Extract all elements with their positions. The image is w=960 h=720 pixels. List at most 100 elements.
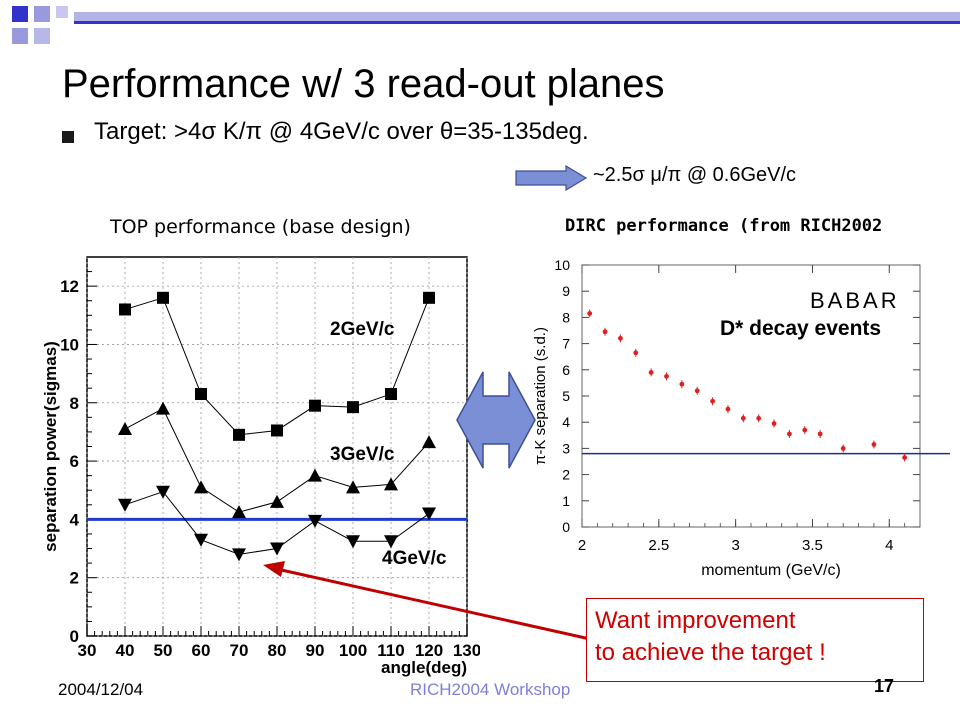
data-point-square (423, 291, 435, 304)
title-bar (74, 12, 960, 21)
y-tick-label: 7 (562, 336, 570, 352)
deco-square-light (34, 6, 50, 22)
y-tick-label: 0 (562, 519, 570, 535)
babar-logo: BABAR (810, 288, 900, 313)
data-point-triangle-down (346, 535, 360, 549)
data-point-square (233, 428, 245, 441)
x-tick-label: 130 (453, 641, 480, 660)
annotation-text: D* decay events (720, 317, 881, 340)
x-tick-label: 3.5 (802, 537, 823, 554)
right-chart-title: DIRC performance (from RICH2002 (565, 216, 883, 236)
series-label: 2GeV/c (330, 319, 395, 340)
right-arrow-icon (515, 165, 588, 191)
x-tick-label: 120 (415, 641, 443, 660)
data-point-triangle-up (346, 480, 360, 494)
slide-title: Performance w/ 3 read-out planes (62, 62, 665, 106)
x-tick-label: 100 (339, 641, 367, 660)
data-point-triangle-up (232, 505, 246, 519)
data-point (725, 406, 731, 412)
y-tick-label: 2 (562, 467, 570, 483)
y-tick-label: 10 (60, 335, 79, 354)
y-tick-label: 5 (562, 388, 570, 404)
deco-square-light (34, 28, 50, 44)
y-tick-label: 4 (562, 414, 570, 430)
data-point-triangle-down (270, 542, 284, 556)
data-point-triangle-down (308, 514, 322, 528)
callout-line: to achieve the target ! (595, 639, 826, 666)
data-point (871, 442, 877, 447)
data-point (840, 446, 846, 451)
x-tick-label: 40 (116, 641, 135, 660)
dirc-performance-chart: 2 2.5 3 3.5 4 0 1 2 3 4 5 6 7 8 9 10 momentum (GeV/c) π-K… (532, 257, 950, 579)
x-tick-label: 4 (885, 537, 893, 554)
data-point-triangle-down (118, 498, 132, 512)
plot-frame (581, 264, 921, 528)
x-tick-label: 2.5 (648, 537, 669, 554)
series-label: 4GeV/c (382, 548, 447, 569)
y-tick-label: 6 (562, 362, 570, 378)
x-tick-label: 60 (192, 641, 211, 660)
pointer-arrow-icon (263, 561, 591, 641)
x-tick-label: 50 (154, 641, 173, 660)
data-point-square (347, 401, 359, 414)
data-point (587, 311, 593, 316)
data-point-triangle-up (156, 401, 170, 415)
data-point (802, 427, 808, 433)
y-tick-label: 2 (70, 569, 79, 588)
x-tick-label: 30 (78, 641, 97, 660)
data-point (679, 381, 685, 387)
data-point-triangle-down (194, 533, 208, 547)
footer-event: RICH2004 Workshop (410, 680, 571, 699)
y-axis-label: separation power(sigmas) (41, 341, 60, 552)
data-point-triangle-up (118, 422, 132, 436)
x-tick-label: 70 (230, 641, 249, 660)
title-bar-dark (74, 21, 960, 24)
y-tick-label: 8 (70, 394, 79, 413)
x-tick-label: 2 (578, 537, 586, 554)
data-point-square (385, 388, 397, 401)
y-tick-label: 10 (554, 257, 570, 273)
data-point (618, 335, 623, 341)
x-tick-label: 80 (268, 641, 287, 660)
data-point (817, 431, 823, 437)
data-point-triangle-up (308, 468, 322, 482)
top-performance-chart: 30 40 50 60 70 80 90 100 110 120 130 0 2 4 6 8 10 12 angle… (41, 256, 480, 677)
callout-box: Want improvement to achieve the target ! (586, 598, 924, 682)
data-point (664, 373, 669, 379)
data-point (602, 329, 608, 335)
data-point-triangle-up (194, 480, 208, 494)
data-point-square (119, 303, 131, 316)
deco-square-light (12, 28, 28, 44)
data-point-square (157, 291, 169, 304)
data-point (648, 370, 654, 375)
left-chart-title: TOP performance (base design) (110, 216, 411, 238)
y-tick-label: 6 (70, 452, 79, 471)
data-point-square (309, 399, 321, 412)
callout-line: Want improvement (595, 607, 796, 634)
page-number: 17 (874, 676, 895, 696)
data-point-triangle-up (384, 477, 398, 491)
y-tick-label: 4 (70, 510, 80, 529)
footer-date: 2004/12/04 (58, 680, 144, 699)
data-point-square (271, 424, 283, 437)
deco-square-light (56, 6, 68, 18)
data-point (787, 431, 792, 437)
data-point (740, 415, 746, 421)
x-tick-label: 3 (731, 537, 739, 554)
data-point (756, 415, 762, 421)
data-point-triangle-up (270, 494, 284, 508)
x-tick-label: 110 (377, 641, 404, 660)
y-tick-label: 1 (562, 493, 570, 509)
data-point-triangle-down (422, 507, 436, 521)
y-axis-label: π-K separation (s.d.) (532, 327, 549, 465)
data-point (694, 388, 700, 394)
double-arrow-icon (456, 371, 536, 469)
data-point-triangle-up (422, 435, 436, 449)
bullet-marker (62, 131, 74, 143)
y-tick-label: 0 (70, 627, 79, 646)
data-point (902, 455, 908, 460)
x-tick-label: 90 (306, 641, 325, 660)
y-tick-label: 12 (60, 277, 79, 296)
x-axis-label: angle(deg) (381, 658, 467, 677)
data-point (710, 398, 715, 404)
